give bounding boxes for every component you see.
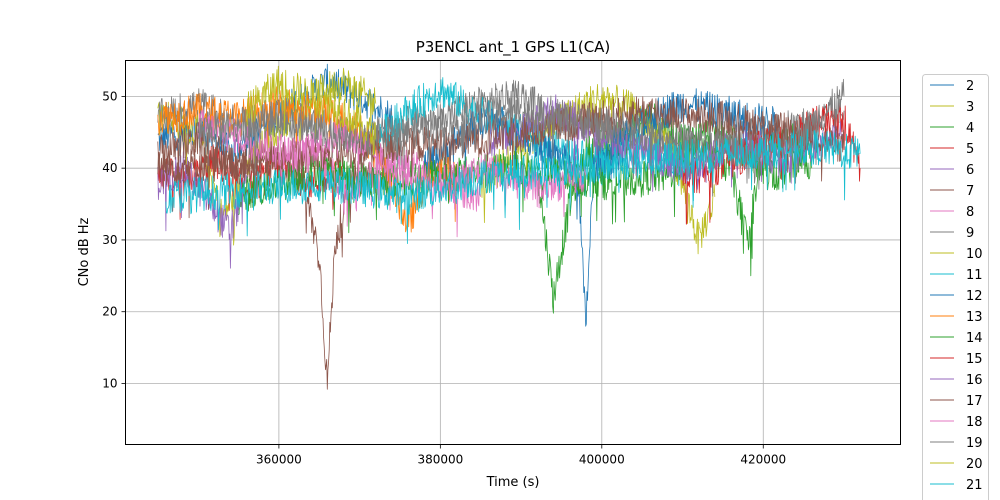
legend-label-2: 2	[966, 79, 974, 94]
x-tick-label: 380000	[417, 453, 463, 467]
legend-label-4: 4	[966, 121, 974, 136]
x-axis-label: Time (s)	[486, 475, 540, 490]
legend-label-17: 17	[966, 394, 983, 409]
legend: 2 3 4 5 6 7 8 9 10 11 12 13 14 15 16 17 18 19 20 21	[922, 74, 989, 500]
legend-label-9: 9	[966, 226, 974, 241]
legend-label-18: 18	[966, 415, 983, 430]
plot-frame	[125, 60, 901, 445]
series-18-line	[197, 109, 587, 220]
y-axis-label: CNo dB Hz	[77, 217, 92, 286]
legend-label-14: 14	[966, 331, 983, 346]
legend-label-11: 11	[966, 268, 983, 283]
y-tick-label: 30	[102, 233, 117, 247]
legend-label-13: 13	[966, 310, 983, 325]
legend-frame	[922, 74, 989, 500]
series-16-line	[488, 94, 845, 192]
series-lines	[157, 63, 861, 390]
series-7-line	[157, 122, 393, 390]
legend-label-16: 16	[966, 373, 983, 388]
legend-label-3: 3	[966, 100, 974, 115]
legend-label-6: 6	[966, 163, 974, 178]
legend-label-20: 20	[966, 457, 983, 472]
legend-entries: 2 3 4 5 6 7 8 9 10 11 12 13 14 15 16 17 18 19 20 21	[930, 79, 983, 493]
x-tick-label: 400000	[579, 453, 625, 467]
y-tick-label: 40	[102, 161, 117, 175]
x-tick-label: 360000	[256, 453, 302, 467]
legend-label-21: 21	[966, 478, 983, 493]
y-tick-label: 10	[102, 376, 117, 390]
y-tick-label: 20	[102, 305, 117, 319]
y-tick-label: 50	[102, 89, 117, 103]
series-13-line	[157, 86, 457, 233]
legend-label-7: 7	[966, 184, 974, 199]
legend-label-15: 15	[966, 352, 983, 367]
legend-label-5: 5	[966, 142, 974, 157]
legend-label-10: 10	[966, 247, 983, 262]
legend-label-12: 12	[966, 289, 983, 304]
legend-label-8: 8	[966, 205, 974, 220]
series-21-line	[165, 128, 861, 245]
series-20-line	[246, 65, 377, 156]
x-tick-label: 420000	[740, 453, 786, 467]
legend-label-19: 19	[966, 436, 983, 451]
axis-ticks: 360000 380000 400000 420000 10 20 30 40 50	[102, 89, 786, 466]
chart-title: P3ENCL ant_1 GPS L1(CA)	[416, 38, 611, 57]
